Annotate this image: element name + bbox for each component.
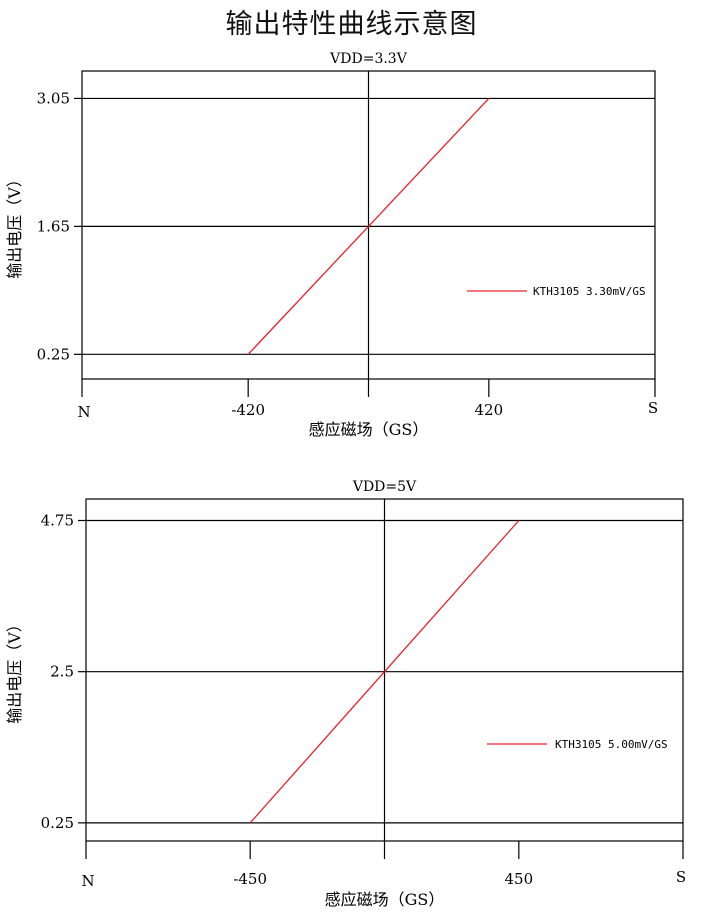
chart1-y-axis-label: 输出电压（V） bbox=[5, 171, 24, 279]
chart2-x-end-label-s: S bbox=[676, 868, 686, 886]
chart2-x-end-label-n: N bbox=[81, 872, 94, 890]
chart1-legend-label: KTH3105 3.30mV/GS bbox=[533, 285, 646, 298]
chart1-title: VDD=3.3V bbox=[329, 51, 408, 67]
chart2-y-tick-label: 0.25 bbox=[41, 814, 74, 832]
chart2-y-tick-label: 2.5 bbox=[50, 663, 74, 681]
chart1-y-tick-label: 3.05 bbox=[37, 89, 70, 107]
chart1-y-tick-label: 1.65 bbox=[37, 217, 70, 235]
chart1-series-line bbox=[247, 97, 490, 355]
chart1-x-end-label-n: N bbox=[77, 403, 90, 421]
chart1-x-tick-label: 420 bbox=[475, 401, 504, 419]
chart1-x-tick-label: -420 bbox=[231, 401, 265, 419]
chart1-x-axis-label: 感应磁场（GS） bbox=[309, 420, 429, 439]
chart2-x-tick-label: -450 bbox=[233, 870, 267, 888]
chart2-y-axis-label: 输出电压（V） bbox=[5, 616, 24, 724]
page-title: 输出特性曲线示意图 bbox=[225, 9, 478, 40]
chart1-x-end-label-s: S bbox=[648, 399, 658, 417]
chart2-series-line bbox=[249, 520, 520, 824]
chart2-title: VDD=5V bbox=[352, 479, 417, 495]
chart2-x-tick-label: 450 bbox=[505, 870, 534, 888]
chart2-x-axis-label: 感应磁场（GS） bbox=[325, 890, 445, 909]
chart2-y-tick-label: 4.75 bbox=[41, 512, 74, 530]
chart1-y-tick-label: 0.25 bbox=[37, 345, 70, 363]
chart2-legend-label: KTH3105 5.00mV/GS bbox=[555, 738, 668, 751]
